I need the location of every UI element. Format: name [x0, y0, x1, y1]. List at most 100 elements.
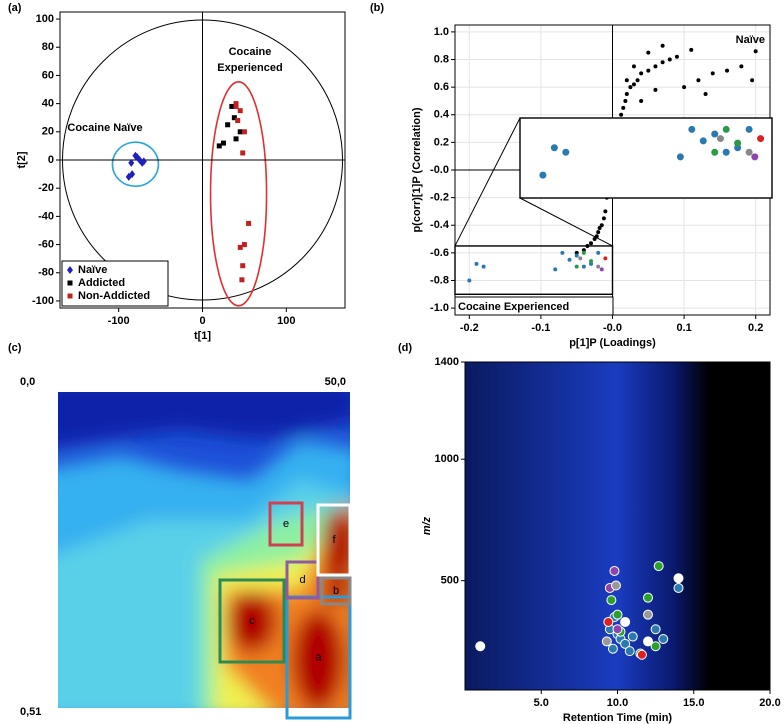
- inset-point: [722, 125, 730, 133]
- point: [585, 243, 590, 248]
- y-tick-label: -20: [38, 182, 54, 194]
- y-tick-label: -0.4: [430, 219, 450, 231]
- inset-point: [699, 137, 707, 145]
- point: [481, 264, 486, 269]
- y-tick-label: -0.2: [430, 192, 449, 204]
- point: [624, 78, 629, 83]
- point: [635, 78, 640, 83]
- point: [639, 98, 644, 103]
- point: [474, 261, 479, 266]
- heatmap-blobs: [58, 392, 350, 708]
- x-tick-label: -100: [108, 315, 130, 327]
- inset-point: [745, 125, 753, 133]
- point: [739, 64, 744, 69]
- inset-point: [562, 148, 570, 156]
- y-tick-label: 500: [441, 575, 459, 587]
- point: [619, 112, 624, 117]
- y-axis-label: p(corr)[1]P (Correlation): [411, 107, 423, 232]
- corner-label: 50,0: [325, 376, 346, 388]
- legend-label: Non-Addicted: [78, 290, 150, 302]
- point: [696, 78, 701, 83]
- point: [653, 64, 658, 69]
- point: [650, 624, 661, 635]
- point: [650, 641, 661, 652]
- point: [750, 78, 755, 83]
- legend-swatch: [67, 293, 73, 299]
- x-axis-label: p[1]P (Loadings): [569, 337, 656, 349]
- point: [578, 256, 583, 261]
- annotation: Cocaine Experienced: [217, 46, 282, 74]
- y-tick-label: 100: [36, 13, 54, 25]
- point: [240, 263, 246, 269]
- y-tick-label: 0.2: [434, 136, 449, 148]
- point: [229, 103, 235, 109]
- panel-label: (b): [370, 2, 384, 14]
- y-tick-label: -80: [38, 267, 54, 279]
- point: [624, 92, 629, 97]
- point: [610, 580, 621, 591]
- heatmap-image: [58, 392, 350, 708]
- heat-area: [58, 392, 350, 447]
- region-box: [268, 501, 304, 547]
- region-label: f: [332, 534, 336, 546]
- y-tick-label: 40: [42, 98, 54, 110]
- inset-point: [688, 125, 696, 133]
- point: [612, 609, 623, 620]
- point: [601, 216, 606, 221]
- point: [596, 250, 601, 255]
- x-tick-label: -0.0: [603, 322, 622, 334]
- zoom-box: [454, 245, 614, 295]
- point: [627, 631, 638, 642]
- point: [689, 47, 694, 52]
- point: [673, 573, 684, 584]
- y-tick-label: 1000: [435, 453, 459, 465]
- point: [646, 68, 651, 73]
- y-tick-label: 0.8: [434, 53, 449, 65]
- inset-point: [676, 153, 684, 161]
- inset-point: [716, 135, 724, 143]
- y-tick-label: -60: [38, 238, 54, 250]
- point: [581, 250, 586, 255]
- x-tick-label: 0.1: [676, 322, 691, 334]
- point: [603, 256, 608, 261]
- point: [607, 643, 618, 654]
- point: [682, 85, 687, 90]
- point: [581, 264, 586, 269]
- point: [710, 71, 715, 76]
- region-box: [320, 576, 352, 606]
- point: [216, 143, 222, 149]
- point: [636, 649, 647, 660]
- region-label: d: [299, 574, 305, 586]
- point: [594, 234, 599, 239]
- point: [467, 278, 472, 283]
- point: [553, 267, 558, 272]
- point: [589, 241, 594, 246]
- point: [667, 57, 672, 62]
- point: [620, 616, 631, 627]
- point: [574, 264, 579, 269]
- inset-point: [757, 135, 765, 143]
- point: [660, 43, 665, 48]
- corner-label: 0,0: [20, 376, 35, 388]
- point: [612, 624, 623, 635]
- annotation: Naïve: [736, 34, 765, 46]
- y-tick-label: 1400: [435, 356, 459, 368]
- inset-point: [539, 171, 547, 179]
- y-tick-label: 0: [48, 154, 54, 166]
- group-ellipse: [111, 141, 160, 188]
- point: [574, 253, 579, 258]
- point: [631, 82, 636, 87]
- heat-peak: [322, 507, 350, 583]
- point: [240, 150, 246, 156]
- point: [567, 257, 572, 262]
- annotation-box: [454, 296, 614, 316]
- point: [239, 277, 245, 283]
- point: [609, 565, 620, 576]
- point: [596, 230, 601, 235]
- zoom-connector: [519, 197, 613, 247]
- point: [725, 68, 730, 73]
- point: [237, 129, 243, 135]
- x-axis-label: Retention Time (min): [563, 712, 673, 724]
- region-label: b: [333, 585, 339, 597]
